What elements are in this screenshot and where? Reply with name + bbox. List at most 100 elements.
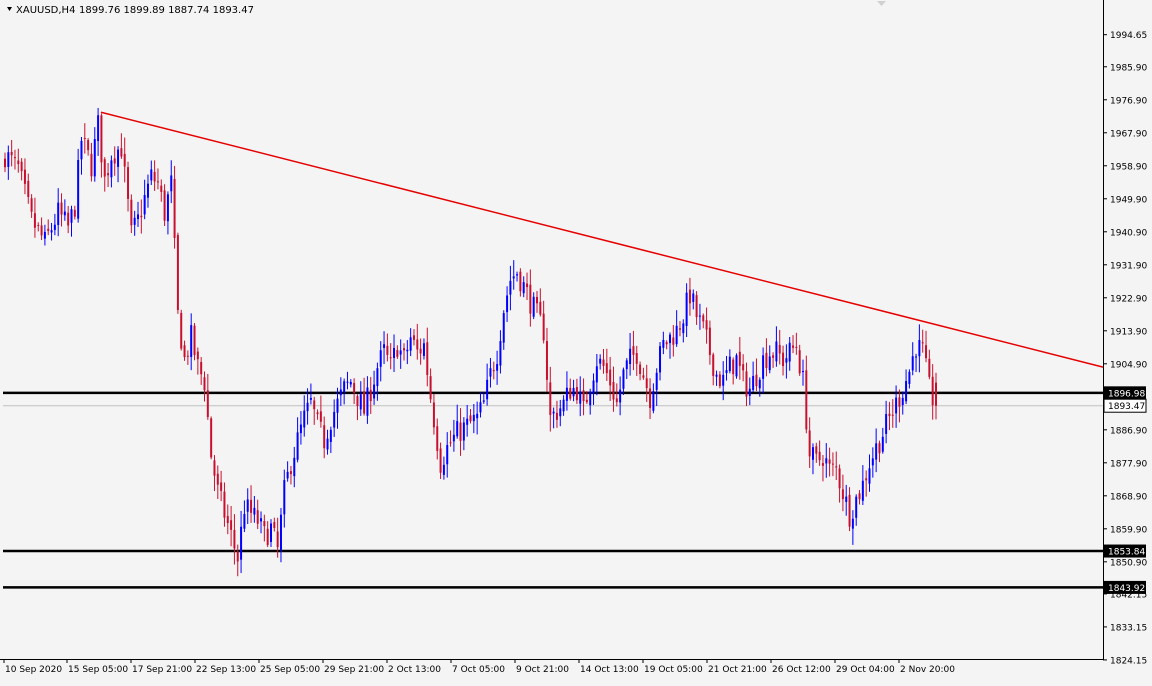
candle	[695, 291, 698, 325]
candle-body	[170, 175, 173, 192]
candle	[592, 373, 595, 405]
candle-body	[23, 169, 26, 184]
symbol-dropdown-icon[interactable]	[7, 7, 12, 11]
candle	[808, 417, 811, 468]
candle-body	[702, 315, 705, 322]
candle-body	[416, 339, 419, 350]
candle-body	[539, 301, 542, 315]
candle-body	[845, 496, 848, 502]
candle	[452, 419, 455, 452]
y-tick-label: 1949.90	[1110, 195, 1147, 205]
candle-body	[808, 430, 811, 457]
candle-body	[117, 149, 120, 167]
candle-body	[861, 480, 864, 501]
candle	[609, 356, 612, 401]
candle	[60, 193, 63, 227]
candle	[735, 353, 738, 379]
x-tick-label: 29 Oct 04:00	[836, 665, 895, 675]
candle	[898, 389, 901, 423]
candle	[841, 474, 844, 512]
candle	[655, 368, 658, 406]
candle-body	[915, 356, 918, 358]
candle	[718, 371, 721, 389]
candle-body	[685, 292, 688, 326]
candle-body	[253, 507, 256, 515]
candle-body	[153, 171, 156, 182]
candle-body	[625, 360, 628, 370]
candle-body	[273, 522, 276, 528]
candle	[303, 395, 306, 437]
candle	[669, 332, 671, 359]
candle	[665, 340, 668, 350]
candle-body	[931, 376, 934, 406]
candle	[835, 451, 838, 480]
candle-body	[895, 397, 898, 414]
candle-body	[409, 337, 412, 351]
candle	[389, 343, 392, 370]
candle	[33, 197, 36, 238]
candle	[725, 356, 728, 381]
candle	[366, 376, 369, 424]
candle-body	[73, 209, 76, 217]
candle	[333, 399, 336, 437]
candle	[815, 442, 818, 463]
candle	[865, 470, 868, 497]
candle	[559, 399, 562, 427]
candle	[176, 232, 179, 314]
candle	[825, 443, 828, 478]
candle-body	[412, 335, 415, 340]
candle-body	[266, 528, 269, 545]
candle	[166, 191, 169, 235]
candle	[795, 332, 798, 355]
candle-body	[216, 473, 219, 485]
candle	[582, 378, 585, 416]
candle-body	[176, 235, 179, 311]
candle	[429, 368, 432, 403]
candle-body	[868, 468, 871, 484]
candle	[522, 276, 525, 298]
candle	[103, 157, 106, 192]
candle-body	[399, 350, 402, 355]
candle	[223, 482, 226, 527]
candle	[878, 440, 881, 463]
trendline[interactable]	[100, 111, 1104, 368]
candle-body	[87, 140, 90, 151]
candle-body	[336, 398, 339, 413]
candle	[798, 344, 801, 376]
candle	[53, 213, 56, 236]
candle-body	[462, 422, 465, 441]
candle	[486, 363, 489, 406]
candle-body	[183, 345, 186, 358]
candle	[925, 330, 928, 363]
candle-body	[143, 195, 146, 215]
candle	[339, 377, 342, 406]
candle	[755, 358, 758, 392]
candle	[77, 148, 80, 223]
candle	[70, 205, 73, 237]
candle	[383, 331, 386, 365]
candle	[323, 416, 326, 459]
candle-body	[203, 377, 206, 391]
candle-body	[233, 529, 236, 549]
candle-body	[476, 413, 479, 419]
candle	[469, 409, 472, 424]
candle-body	[286, 471, 289, 479]
candle	[818, 440, 821, 466]
candle-body	[223, 491, 226, 518]
candle-body	[762, 355, 765, 379]
candle-body	[765, 352, 768, 368]
candle-body	[422, 343, 425, 356]
candle-body	[589, 391, 592, 406]
chart-shift-marker-icon[interactable]	[877, 1, 886, 6]
candle-body	[609, 369, 612, 386]
level-price-label: 1853.84	[1108, 548, 1145, 558]
candle	[27, 173, 30, 204]
candle-body	[752, 375, 755, 390]
candle-body	[811, 447, 814, 460]
candle-body	[772, 355, 775, 358]
candle	[722, 361, 725, 401]
candle	[506, 286, 509, 322]
candle-body	[728, 356, 731, 372]
candle	[270, 519, 272, 547]
